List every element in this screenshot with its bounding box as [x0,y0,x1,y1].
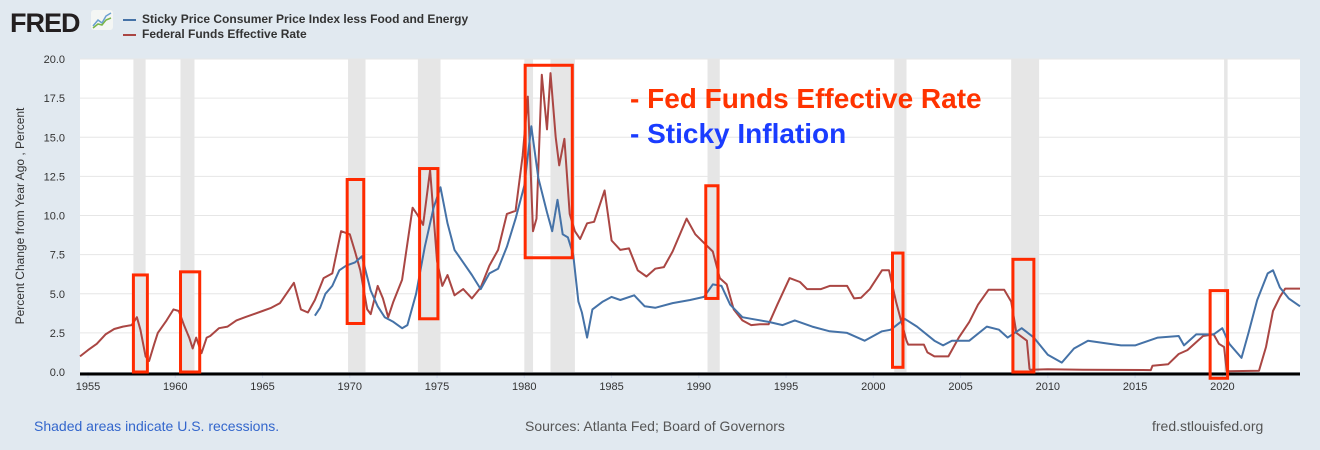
x-tick-label: 2005 [948,381,972,393]
annotation-text: - Sticky Inflation [630,118,846,149]
annotation-text: - Fed Funds Effective Rate [630,83,982,114]
y-tick-label: 0.0 [50,367,65,379]
x-tick-label: 1975 [425,381,449,393]
y-tick-label: 5.0 [50,289,65,301]
fred-logo[interactable]: FRED [10,8,80,38]
annotation-box [1011,257,1036,374]
site-link[interactable]: fred.stlouisfed.org [1152,418,1264,434]
y-tick-label: 17.5 [44,93,65,105]
legend-item-sticky-cpi[interactable]: Sticky Price Consumer Price Index less F… [123,12,468,27]
x-tick-label: 1970 [338,381,362,393]
y-axis-title: Percent Change from Year Ago , Percent [13,107,27,324]
annotation-box [523,63,574,260]
x-tick-label: 1960 [163,381,187,393]
recession-note-link[interactable]: Shaded areas indicate U.S. recessions. [34,418,280,434]
legend-item-fed-funds[interactable]: Federal Funds Effective Rate [123,27,468,42]
annotation-box [1208,289,1230,380]
annotation-box [891,251,905,369]
annotation-box [131,273,149,374]
x-tick-label: 2000 [861,381,885,393]
x-tick-label: 1990 [687,381,711,393]
legend-label: Sticky Price Consumer Price Index less F… [142,12,469,26]
series-line-sticky-cpi [314,125,1301,364]
x-tick-label: 2015 [1123,381,1147,393]
series-line-fed-funds [79,72,1300,373]
sources-text: Sources: Atlanta Fed; Board of Governors [525,418,785,434]
y-tick-label: 10.0 [44,211,65,223]
chart-legend: Sticky Price Consumer Price Index less F… [123,12,468,42]
y-tick-label: 2.5 [50,328,65,340]
x-tick-label: 1965 [250,381,274,393]
annotation-box [179,270,202,374]
legend-label: Federal Funds Effective Rate [142,27,307,41]
y-tick-label: 15.0 [44,132,65,144]
line-chart-icon [91,10,113,30]
x-tick-label: 2020 [1210,381,1234,393]
y-tick-label: 12.5 [44,171,65,183]
legend-swatch [123,18,136,21]
x-tick-label: 1985 [599,381,623,393]
y-tick-label: 20.0 [44,54,65,66]
x-tick-label: 1995 [774,381,798,393]
annotation-box [704,184,720,300]
x-tick-label: 2010 [1036,381,1060,393]
x-tick-label: 1980 [512,381,536,393]
annotation-box [345,178,366,325]
x-tick-label: 1955 [76,381,100,393]
y-tick-label: 7.5 [50,250,65,262]
annotation-box [418,167,440,321]
legend-swatch [123,33,136,36]
